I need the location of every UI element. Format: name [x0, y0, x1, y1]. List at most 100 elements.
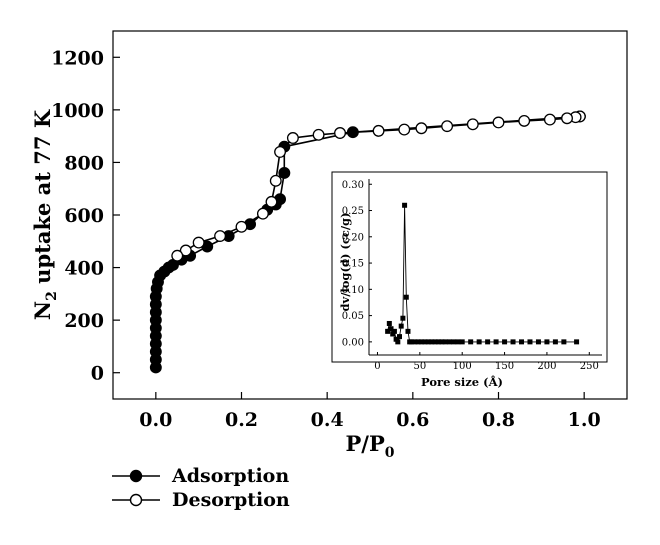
main-y-tick-label: 1000	[51, 100, 104, 122]
inset-point	[419, 339, 425, 345]
desorption-point	[518, 114, 531, 127]
inset-point	[552, 339, 558, 345]
desorption-point	[492, 116, 505, 129]
inset-x-tick-label: 150	[495, 361, 514, 372]
inset-point	[519, 339, 525, 345]
inset-x-tick-label: 200	[537, 361, 556, 372]
desorption-point	[235, 220, 248, 233]
inset-y-axis-title: dv/log(d) (cc/g)	[338, 212, 352, 311]
inset-x-tick-label: 100	[453, 361, 472, 372]
inset-x-tick-label: 50	[413, 361, 426, 372]
desorption-point	[543, 113, 556, 126]
main-y-axis-title: N2 uptake at 77 K	[30, 109, 60, 320]
main-y-tick-label: 1200	[51, 47, 104, 69]
main-series-group	[149, 110, 586, 374]
inset-point	[510, 339, 516, 345]
inset-point	[535, 339, 541, 345]
desorption-point	[312, 128, 325, 141]
inset-point	[455, 339, 461, 345]
inset-point	[397, 334, 403, 340]
inset-point	[485, 339, 491, 345]
legend-label-adsorption: Adsorption	[171, 465, 289, 487]
desorption-point	[334, 127, 346, 139]
main-x-tick-label: 0.2	[225, 409, 258, 431]
inset-point	[398, 323, 404, 329]
inset-y-tick-label: 0.00	[342, 337, 364, 348]
main-x-tick-label: 0.0	[139, 409, 172, 431]
inset-point	[412, 339, 418, 345]
inset-point	[402, 202, 408, 208]
x-title-base: P/P	[345, 431, 384, 456]
desorption-point	[192, 236, 205, 249]
legend-item-desorption: Desorption	[112, 489, 290, 511]
main-x-axis-title: P/P0	[345, 431, 394, 461]
inset-y-tick-label: 0.05	[342, 311, 364, 322]
legend-marker-desorption	[129, 493, 143, 507]
legend-marker-adsorption	[129, 469, 143, 483]
inset-point	[386, 320, 392, 326]
inset-point	[468, 339, 474, 345]
inset-x-axis-title: Pore size (Å)	[421, 375, 503, 389]
inset-point	[393, 336, 399, 342]
desorption-point	[441, 120, 454, 133]
inset-point	[561, 339, 567, 345]
inset-y-tick-label: 0.30	[342, 180, 364, 191]
inset-point	[574, 339, 580, 345]
main-x-tick-label: 0.6	[396, 409, 429, 431]
desorption-point	[274, 145, 287, 158]
inset-y-tick-label: 0.20	[342, 232, 364, 243]
y-title-sub: 2	[44, 291, 60, 301]
inset-y-tick-label: 0.10	[342, 285, 364, 296]
desorption-point	[214, 230, 227, 242]
desorption-point	[269, 174, 282, 187]
main-y-tick-label: 800	[64, 152, 104, 174]
inset-point	[429, 339, 435, 345]
desorption-point	[171, 249, 184, 262]
inset-point	[385, 328, 391, 334]
inset-point	[408, 339, 414, 345]
inset-point	[403, 294, 409, 300]
inset-y-tick-label: 0.15	[342, 259, 364, 270]
desorption-point	[415, 122, 428, 135]
inset-point	[435, 339, 441, 345]
adsorption-point	[278, 166, 291, 179]
inset-background	[331, 171, 608, 363]
inset-point	[493, 339, 499, 345]
desorption-point	[265, 195, 278, 208]
inset-point	[459, 339, 465, 345]
inset-x-tick-label: 250	[580, 361, 599, 372]
main-y-tick-label: 400	[64, 258, 104, 280]
inset-x-tick-label: 0	[374, 361, 380, 372]
main-x-tick-label: 0.4	[311, 409, 344, 431]
main-y-tick-label: 600	[64, 205, 104, 227]
legend-item-adsorption: Adsorption	[112, 465, 289, 487]
desorption-point	[398, 123, 411, 136]
inset-point	[390, 331, 396, 337]
y-title-post: uptake at 77 K	[30, 109, 55, 291]
desorption-point	[256, 207, 269, 220]
inset-chart: 0.00 0.05 0.10 0.15 0.20 0.25 0.30 0 50 100 150 200…	[331, 171, 608, 389]
inset-point	[395, 339, 401, 345]
inset-point	[446, 339, 452, 345]
y-title-pre: N	[30, 301, 55, 320]
inset-series-group	[385, 202, 580, 345]
x-title-sub: 0	[385, 445, 395, 461]
inset-point	[388, 326, 394, 332]
adsorption-point	[346, 126, 359, 139]
legend: Adsorption Desorption	[112, 465, 290, 511]
legend-label-desorption: Desorption	[172, 489, 290, 511]
inset-point	[432, 339, 438, 345]
main-x-tick-label: 1.0	[568, 409, 601, 431]
inset-point	[476, 339, 482, 345]
main-y-tick-label: 0	[91, 363, 104, 385]
inset-point	[544, 339, 550, 345]
main-x-tick-label: 0.8	[482, 409, 515, 431]
inset-point	[391, 328, 397, 334]
desorption-point	[286, 132, 299, 144]
desorption-point	[179, 244, 192, 257]
inset-point	[442, 339, 448, 345]
inset-point	[439, 339, 445, 345]
